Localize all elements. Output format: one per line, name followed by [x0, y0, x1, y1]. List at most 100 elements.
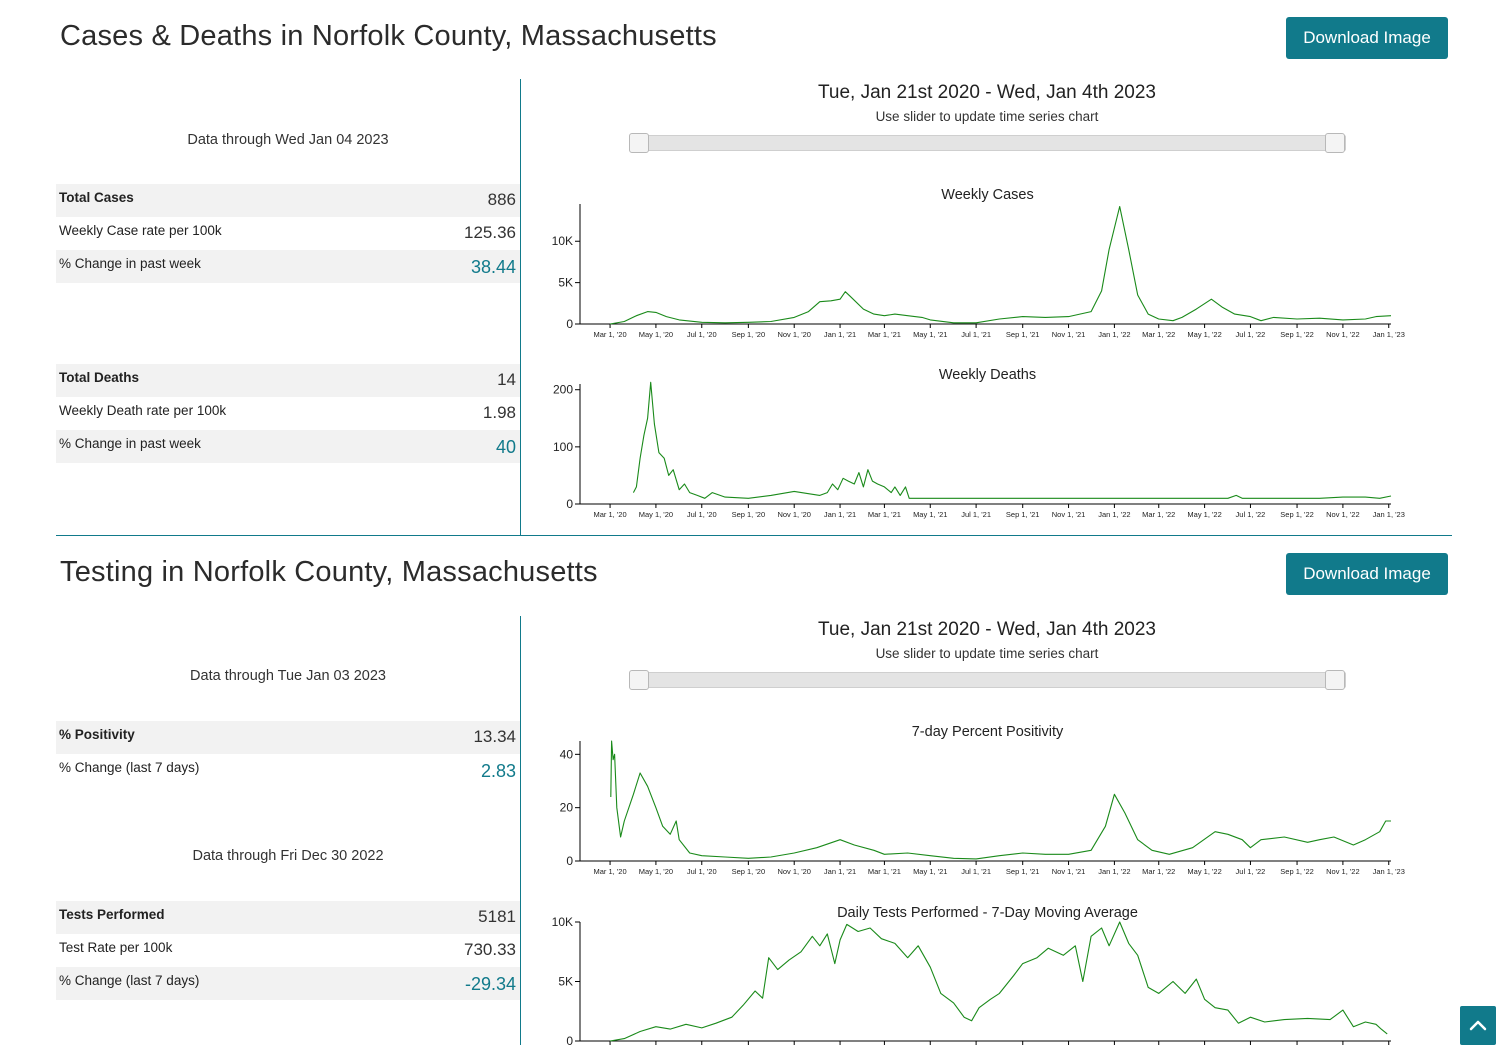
x-tick-label: Mar 1, '20 — [594, 510, 627, 519]
test-rate-value: 730.33 — [464, 940, 516, 959]
chart-title: Weekly Cases — [941, 187, 1033, 203]
testing-divider-vertical — [520, 616, 521, 1045]
x-tick-label: Sep 1, '21 — [1006, 330, 1040, 339]
testing-range-title: Tue, Jan 21st 2020 - Wed, Jan 4th 2023 — [817, 619, 1156, 640]
x-tick-label: Mar 1, '21 — [868, 510, 901, 519]
cases-download-image-button[interactable]: Download Image — [1286, 17, 1448, 59]
testing-time-slider[interactable] — [629, 670, 1346, 690]
testing-download-image-button[interactable]: Download Image — [1286, 553, 1448, 595]
x-tick-label: Jul 1, '21 — [961, 510, 991, 519]
x-tick-label: Jul 1, '22 — [1236, 510, 1266, 519]
x-tick-label: Sep 1, '21 — [1006, 867, 1040, 876]
x-tick-label: Nov 1, '21 — [1052, 330, 1086, 339]
x-tick-label: Mar 1, '22 — [1142, 330, 1175, 339]
stat-label: % Change in past week — [59, 256, 201, 271]
weekly-case-rate-row: Weekly Case rate per 100k 125.36 — [56, 217, 520, 250]
series-line — [632, 381, 1392, 499]
slider-start-handle[interactable] — [629, 133, 649, 153]
x-tick-label: Mar 1, '21 — [868, 867, 901, 876]
chart-title: Weekly Deaths — [939, 367, 1036, 383]
weekly-deaths-chart: Weekly Deaths 0 100 200 Mar 1, '20 May 1, '20… — [553, 367, 1405, 519]
slider-start-handle[interactable] — [629, 670, 649, 690]
weekly-death-rate-row: Weekly Death rate per 100k 1.98 — [56, 397, 520, 430]
x-tick-label: Mar 1, '21 — [868, 330, 901, 339]
x-tick-label: May 1, '22 — [1187, 867, 1221, 876]
y-tick-label: 5K — [558, 276, 573, 290]
x-tick-label: Jan 1, '23 — [1373, 510, 1405, 519]
x-tick-label: Mar 1, '20 — [594, 330, 627, 339]
x-tick-label: Sep 1, '21 — [1006, 510, 1040, 519]
x-tick-label: Nov 1, '22 — [1326, 330, 1360, 339]
x-tick-label: Mar 1, '22 — [1142, 867, 1175, 876]
deaths-change-value: 40 — [495, 437, 516, 457]
y-tick-label: 10K — [552, 234, 573, 248]
test-rate-row: Test Rate per 100k 730.33 — [56, 934, 520, 967]
scroll-to-top-button[interactable] — [1460, 1006, 1496, 1045]
y-tick-label: 200 — [553, 383, 573, 397]
positivity-value: 13.34 — [473, 727, 516, 746]
x-tick-label: Nov 1, '22 — [1326, 867, 1360, 876]
total-deaths-row: Total Deaths 14 — [56, 364, 520, 397]
cases-range-title: Tue, Jan 21st 2020 - Wed, Jan 4th 2023 — [817, 82, 1156, 103]
y-tick-label: 100 — [553, 440, 573, 454]
positivity-chart: 7-day Percent Positivity 0 20 40 Mar 1, '20 M… — [560, 724, 1405, 876]
stat-label: % Change (last 7 days) — [59, 973, 200, 988]
cases-change-row: % Change in past week 38.44 — [56, 250, 520, 283]
y-tick-label: 20 — [560, 801, 574, 815]
x-tick-label: Nov 1, '21 — [1052, 867, 1086, 876]
x-tick-label: May 1, '22 — [1187, 330, 1221, 339]
x-tick-label: May 1, '21 — [913, 867, 947, 876]
stat-label: Weekly Case rate per 100k — [59, 223, 222, 238]
y-tick-label: 10K — [552, 915, 573, 929]
x-tick-label: Sep 1, '22 — [1280, 330, 1314, 339]
positivity-change-row: % Change (last 7 days) 2.83 — [56, 754, 520, 787]
x-tick-label: Mar 1, '22 — [1142, 510, 1175, 519]
series-line — [610, 921, 1388, 1042]
slider-end-handle[interactable] — [1325, 133, 1345, 153]
x-tick-label: May 1, '21 — [913, 510, 947, 519]
positivity-row: % Positivity 13.34 — [56, 721, 520, 754]
chart-title: Daily Tests Performed - 7-Day Moving Ave… — [837, 905, 1138, 921]
x-tick-label: Sep 1, '22 — [1280, 867, 1314, 876]
series-line — [610, 205, 1392, 325]
x-tick-label: Nov 1, '20 — [777, 510, 811, 519]
x-tick-label: Nov 1, '20 — [777, 330, 811, 339]
testing-range-subtitle: Use slider to update time series chart — [875, 646, 1099, 661]
cases-time-slider[interactable] — [629, 133, 1346, 153]
deaths-change-row: % Change in past week 40 — [56, 430, 520, 463]
positivity-change-value: 2.83 — [480, 761, 516, 781]
cases-range-subtitle: Use slider to update time series chart — [875, 109, 1099, 124]
section-divider — [56, 535, 1452, 536]
daily-tests-chart: Daily Tests Performed - 7-Day Moving Ave… — [552, 905, 1405, 1048]
chevron-up-icon — [1469, 1020, 1487, 1031]
x-tick-label: Sep 1, '20 — [732, 867, 766, 876]
x-tick-label: Sep 1, '22 — [1280, 510, 1314, 519]
cases-divider-vertical — [520, 79, 521, 535]
stat-label: % Positivity — [59, 727, 135, 742]
tests-performed-value: 5181 — [478, 907, 516, 926]
x-tick-label: Jul 1, '20 — [687, 330, 717, 339]
x-tick-label: Jan 1, '21 — [824, 330, 856, 339]
stat-label: Tests Performed — [59, 907, 165, 922]
x-tick-label: Jan 1, '21 — [824, 867, 856, 876]
x-tick-label: May 1, '21 — [913, 330, 947, 339]
x-tick-label: Jul 1, '20 — [687, 867, 717, 876]
stat-label: Weekly Death rate per 100k — [59, 403, 227, 418]
tests-change-value: -29.34 — [464, 974, 516, 994]
tests-performed-row: Tests Performed 5181 — [56, 901, 520, 934]
slider-end-handle[interactable] — [1325, 670, 1345, 690]
x-tick-label: Jan 1, '22 — [1098, 330, 1130, 339]
stat-label: Test Rate per 100k — [59, 940, 173, 955]
weekly-death-rate-value: 1.98 — [482, 403, 516, 422]
x-tick-label: Nov 1, '22 — [1326, 510, 1360, 519]
x-tick-label: Jan 1, '22 — [1098, 510, 1130, 519]
total-cases-row: Total Cases 886 — [56, 184, 520, 217]
y-tick-label: 0 — [566, 497, 573, 511]
testing-section-title: Testing in Norfolk County, Massachusetts — [60, 556, 598, 588]
y-tick-label: 5K — [558, 975, 573, 989]
series-line — [610, 740, 1391, 860]
x-tick-label: Nov 1, '20 — [777, 867, 811, 876]
y-tick-label: 0 — [566, 1034, 573, 1048]
x-tick-label: Jul 1, '21 — [961, 867, 991, 876]
cases-change-value: 38.44 — [470, 257, 516, 277]
